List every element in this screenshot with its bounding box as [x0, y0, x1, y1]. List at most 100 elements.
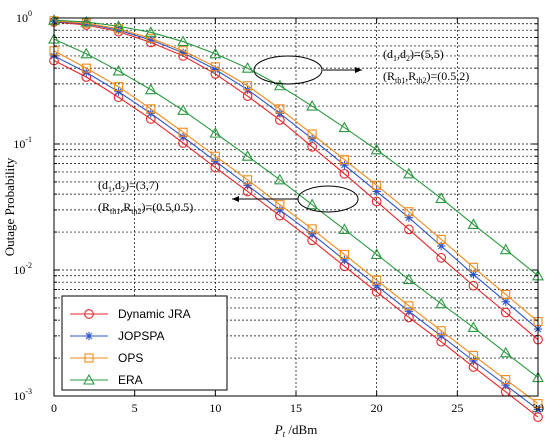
legend-label-ops: OPS [118, 351, 143, 365]
series-layer [48, 14, 544, 422]
data-point-jopspa [178, 132, 188, 142]
data-point-era [338, 223, 351, 234]
legend-label-era: ERA [118, 373, 143, 387]
data-point-ops [372, 180, 382, 190]
data-point-era [144, 26, 157, 37]
data-point-jopspa [501, 297, 510, 306]
data-point-ops [178, 127, 188, 137]
data-point-era [177, 104, 190, 115]
data-point-era [273, 173, 286, 185]
data-point-ops [113, 82, 124, 92]
legend-label-jopspa: JOPSPA [118, 329, 164, 343]
annotation-arrowhead-upper [355, 67, 362, 73]
series-line-dynamic-jra-2 [53, 60, 539, 418]
data-point-ops [243, 175, 253, 185]
data-point-ops [404, 301, 414, 311]
legend-marker-dynamic-jra [84, 309, 94, 319]
data-point-ops [501, 375, 511, 385]
data-point-era [402, 273, 415, 285]
data-point-era [402, 167, 415, 179]
data-point-jopspa [469, 270, 478, 279]
y-tick-label: 10-2 [13, 261, 32, 277]
data-point-ops [339, 155, 349, 165]
x-tick-label: 30 [532, 401, 544, 415]
x-tick-label: 25 [451, 401, 463, 415]
data-point-jopspa [114, 87, 123, 96]
annotation-ellipse-lower [297, 185, 359, 213]
legend: Dynamic JRA JOPSPA OPS ERA [61, 295, 228, 391]
data-point-era [435, 297, 448, 309]
data-point-era [467, 218, 480, 229]
data-point-era [209, 47, 222, 59]
data-point-jopspa [211, 157, 220, 166]
data-point-ops [533, 399, 543, 409]
data-point-ops [307, 224, 317, 234]
data-point-jopspa [307, 229, 317, 239]
y-axis-label: Outage Probability [2, 157, 17, 256]
data-point-ops [146, 104, 156, 114]
data-point-ops [275, 200, 285, 210]
series-line-ops-1 [53, 20, 539, 322]
data-point-dynamic-jra [468, 280, 479, 291]
annotation-upper-line1: (d1,d2)=(5,5) [383, 47, 444, 63]
data-point-jopspa [275, 205, 285, 215]
series-line-jopspa-2 [53, 55, 539, 411]
axis-ticks: 0 5 10 15 20 25 30 10-3 10-2 10-1 100 [13, 9, 544, 415]
legend-box [61, 295, 228, 391]
data-point-ops [81, 63, 91, 73]
data-point-era [467, 321, 480, 332]
data-point-ops [468, 262, 479, 272]
y-tick-label: 10-3 [13, 387, 32, 403]
x-tick-label: 20 [371, 401, 383, 415]
series-line-ops-2 [53, 50, 539, 405]
data-point-era [241, 62, 254, 73]
x-tick-label: 0 [51, 401, 57, 415]
data-point-ops [501, 289, 511, 299]
data-point-ops [178, 46, 188, 56]
data-point-era [177, 35, 190, 47]
data-point-era [144, 83, 157, 95]
legend-label-dynamic-jra: Dynamic JRA [118, 307, 191, 321]
annotation-arrowhead-lower [232, 196, 239, 202]
legend-marker-ops [84, 353, 94, 363]
data-point-ops [275, 104, 285, 114]
x-tick-label: 5 [132, 401, 138, 415]
data-point-era [80, 47, 93, 59]
data-point-ops [146, 33, 156, 43]
series-line-jopspa-1 [53, 20, 539, 330]
data-point-era [306, 99, 319, 111]
data-point-ops [404, 207, 414, 217]
x-tick-label: 10 [209, 401, 221, 415]
data-point-era [370, 143, 383, 155]
series-line-dynamic-jra-1 [53, 21, 539, 341]
annotation-upper-line2: (Rth1,Rth2)=(0.5,2) [383, 69, 469, 85]
data-point-era [499, 243, 512, 255]
legend-marker-era [83, 373, 95, 385]
data-point-dynamic-jra [436, 252, 447, 263]
data-point-jopspa [340, 160, 349, 170]
data-point-ops [307, 129, 317, 139]
legend-marker-jopspa [84, 331, 94, 341]
data-point-era [370, 248, 383, 259]
data-point-era [273, 79, 286, 91]
data-point-dynamic-jra [339, 168, 350, 179]
data-point-era [241, 150, 254, 161]
series-line-era-2 [53, 38, 539, 379]
data-point-dynamic-jra [404, 224, 414, 235]
data-point-dynamic-jra [500, 307, 511, 318]
data-point-era [80, 15, 93, 27]
annotation-lower-line2: (Rth1,Rth2)=(0.5,0.5) [98, 200, 193, 216]
data-point-era [338, 121, 351, 133]
annotation-lower-line1: (d1,d2)=(3,7) [98, 178, 159, 194]
data-point-era [112, 64, 125, 76]
y-tick-label: 10-1 [13, 135, 32, 151]
data-point-ops [436, 326, 446, 336]
data-point-ops [210, 151, 220, 161]
data-point-ops [468, 350, 479, 360]
x-axis-label: Pt /dBm [274, 422, 318, 439]
data-point-era [435, 192, 448, 203]
annotation-ellipse-upper [253, 55, 323, 85]
data-point-jopspa [437, 331, 446, 341]
data-point-ops [372, 275, 382, 285]
